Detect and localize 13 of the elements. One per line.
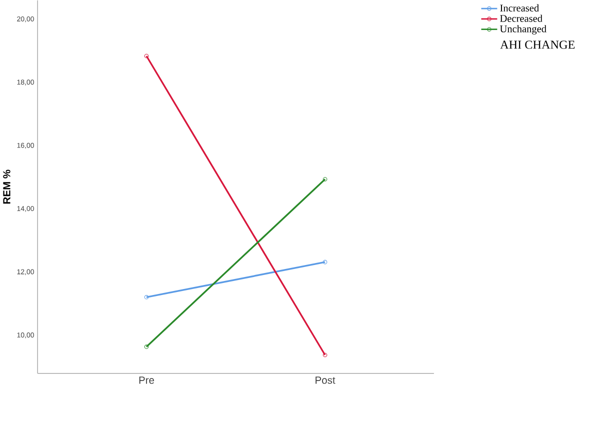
point [144, 295, 149, 300]
point [144, 54, 149, 58]
point [322, 177, 328, 182]
legend-label: Decreased [500, 14, 542, 22]
point [322, 260, 328, 264]
legend-label: Increased [500, 4, 539, 12]
x-tick-label: Post [316, 376, 336, 384]
point [322, 353, 328, 358]
x-tick-label: Pre [139, 376, 154, 384]
legend-title: AHI CHANGE [500, 40, 575, 50]
legend-label: Unchanged [500, 25, 546, 35]
point [144, 344, 149, 350]
y-axis-title: REM % [3, 170, 10, 204]
